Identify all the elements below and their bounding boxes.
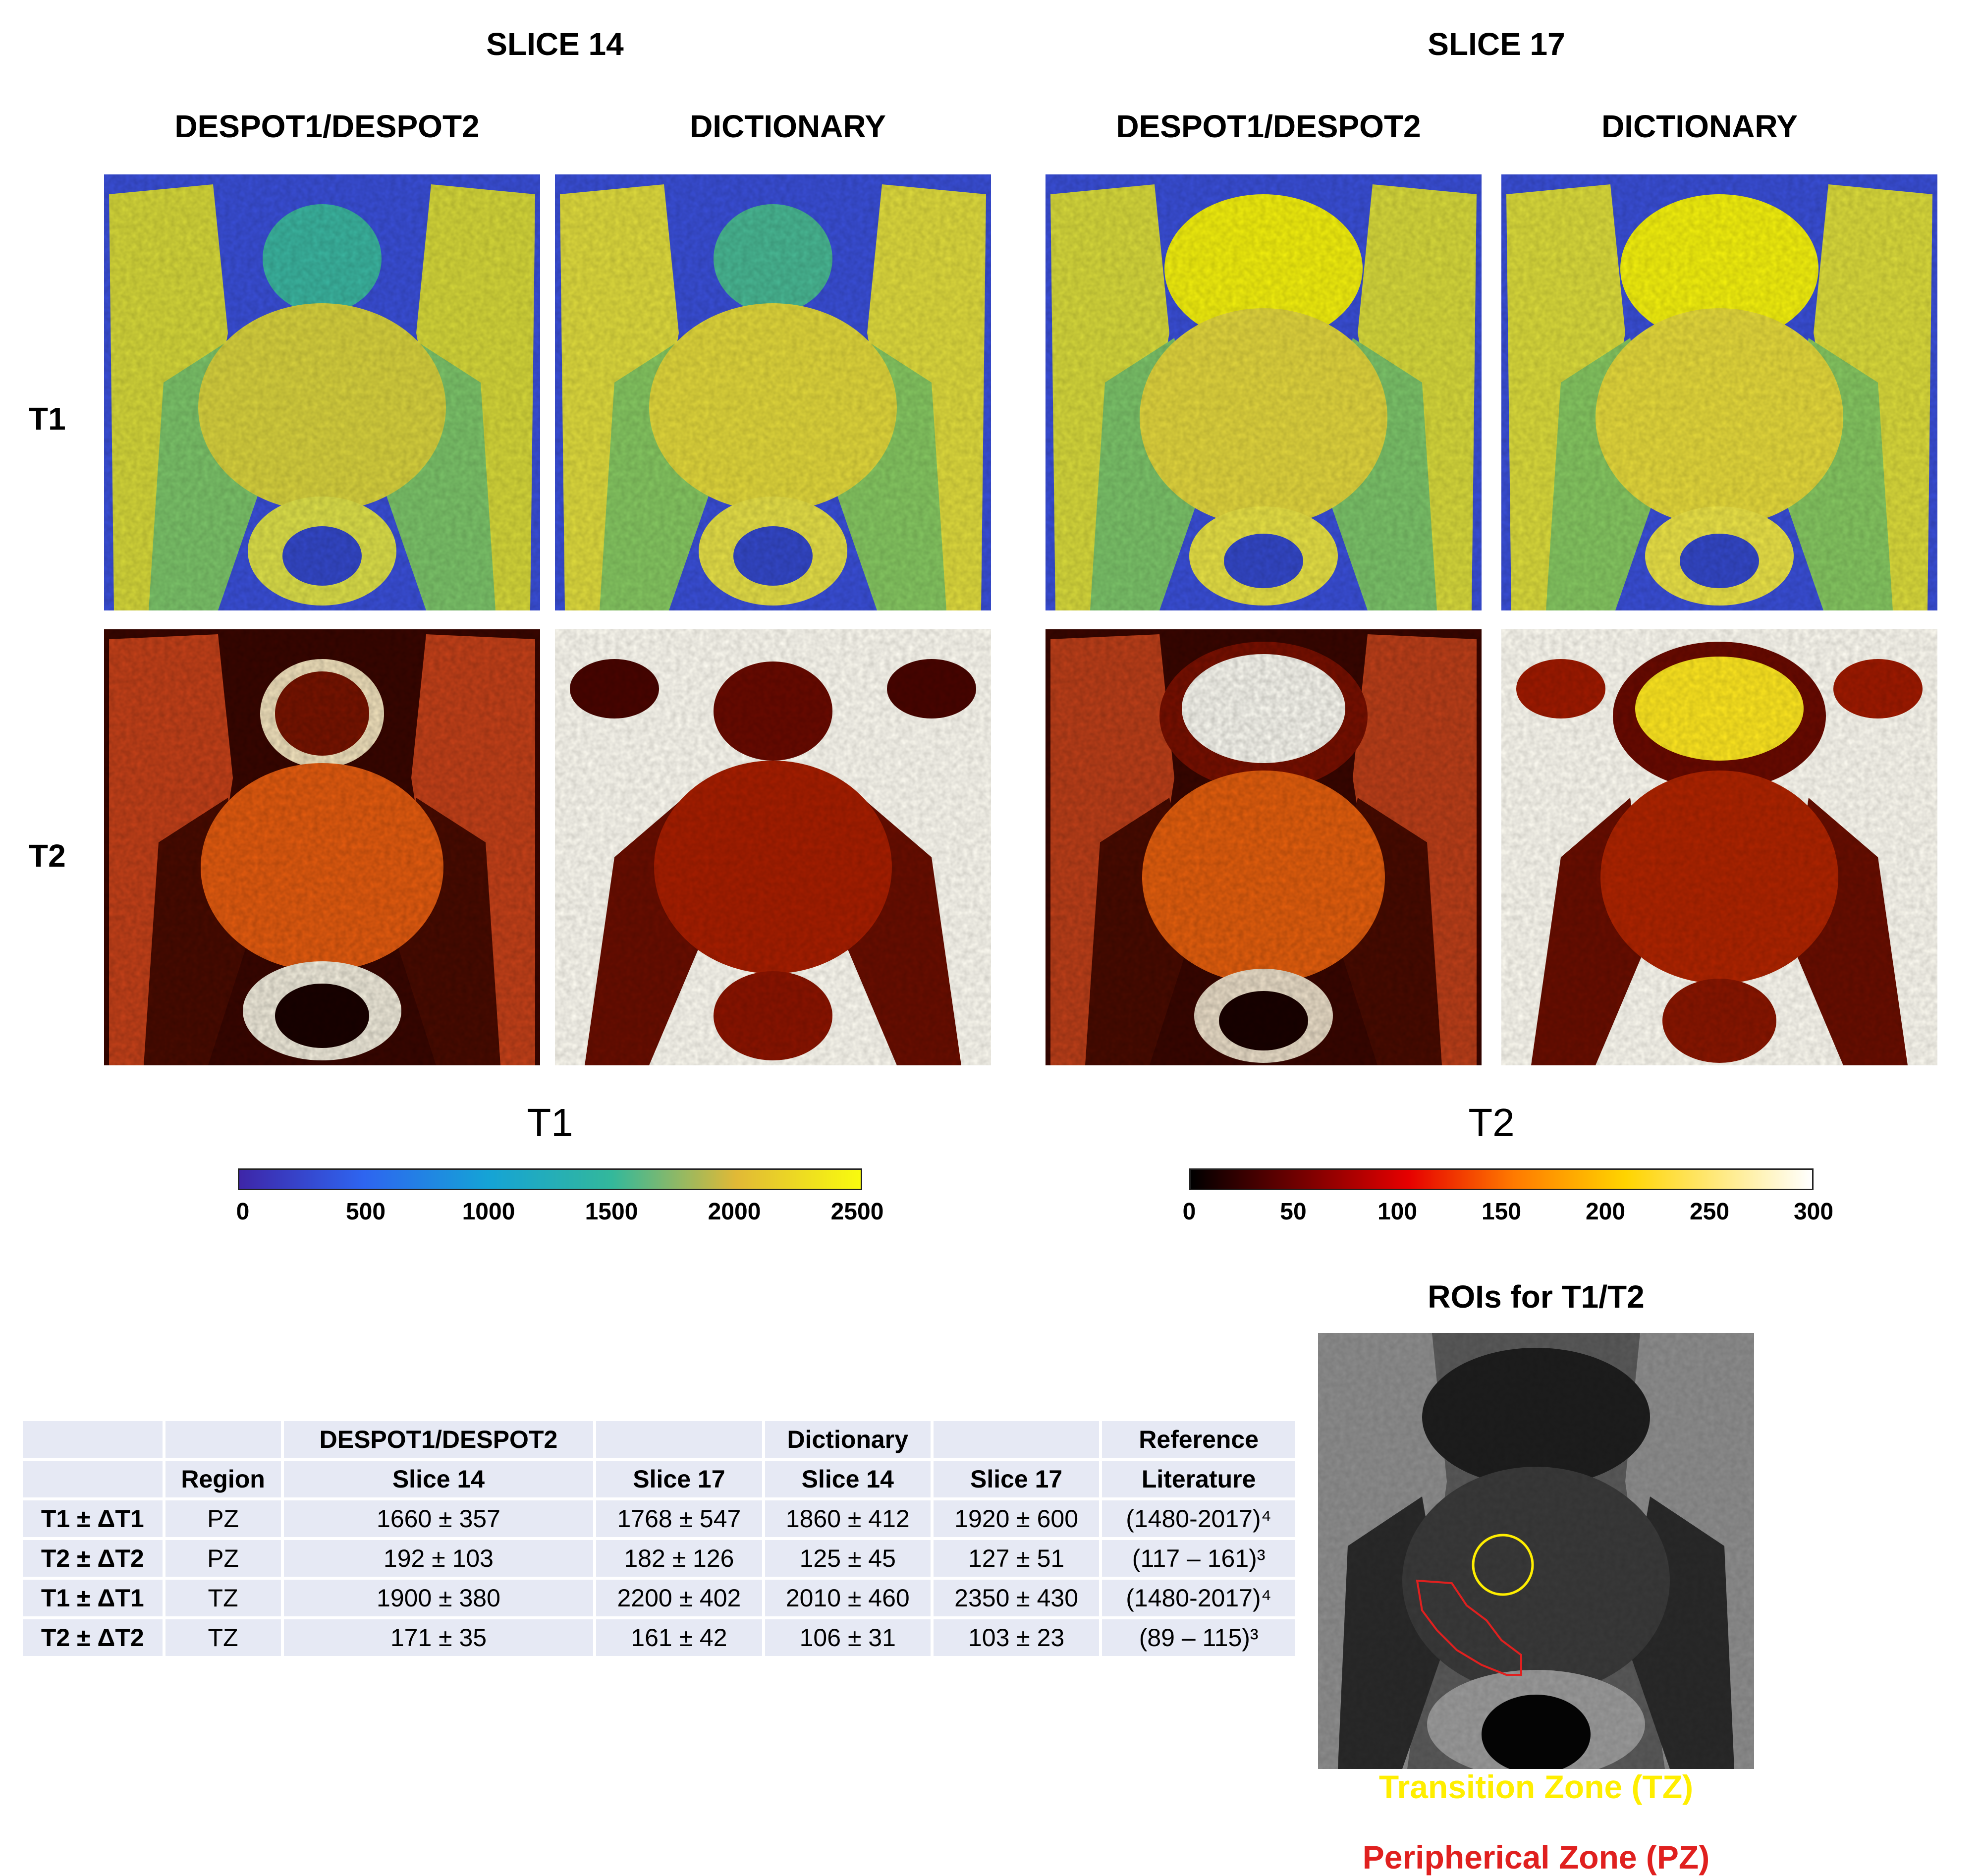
slice-17-title: SLICE 17	[1428, 26, 1565, 62]
table-cell: PZ	[165, 1540, 281, 1577]
t2-map-dictionary-slice14	[555, 629, 991, 1065]
table-cell: (1480-2017)⁴	[1102, 1500, 1295, 1537]
table-header-cell	[933, 1421, 1100, 1458]
t2-tick-label: 150	[1481, 1199, 1522, 1225]
t1-tick-label: 2500	[830, 1199, 884, 1225]
table-cell: (1480-2017)⁴	[1102, 1580, 1295, 1616]
table-cell: 1900 ± 380	[283, 1580, 594, 1616]
table-cell: PZ	[165, 1500, 281, 1537]
t1-tick-label: 0	[236, 1199, 250, 1225]
table-cell: 1768 ± 547	[596, 1500, 762, 1537]
table-cell: 192 ± 103	[283, 1540, 594, 1577]
table-cell: (89 – 115)³	[1102, 1619, 1295, 1656]
t1-map-image	[1046, 174, 1482, 610]
t1-map-dictionary-slice14	[555, 174, 991, 610]
t1-colorbar	[238, 1168, 862, 1190]
slice-14-title: SLICE 14	[486, 26, 624, 62]
row-label-t2: T2	[29, 838, 66, 874]
t2-map-despot-slice17	[1046, 629, 1482, 1065]
table-header-cell: DESPOT1/DESPOT2	[283, 1421, 594, 1458]
table-header-cell	[165, 1421, 281, 1458]
table-row: T1 ± ΔT1 PZ 1660 ± 357 1768 ± 547 1860 ±…	[23, 1500, 1295, 1537]
t2-tick-label: 250	[1689, 1199, 1730, 1225]
table-header-cell: Slice 14	[283, 1461, 594, 1497]
table-cell: 125 ± 45	[765, 1540, 931, 1577]
t1-map-image	[1501, 174, 1937, 610]
t2-tick-label: 200	[1585, 1199, 1626, 1225]
t1-map-image	[104, 174, 540, 610]
t1-map-despot-slice17	[1046, 174, 1482, 610]
t1-map-image	[555, 174, 991, 610]
roi-mri-image	[1318, 1333, 1754, 1769]
table-header-row-1: DESPOT1/DESPOT2 Dictionary Reference	[23, 1421, 1295, 1458]
t2-map-image	[104, 629, 540, 1065]
table-cell: 127 ± 51	[933, 1540, 1100, 1577]
table-cell: 1660 ± 357	[283, 1500, 594, 1537]
table-row: T2 ± ΔT2 TZ 171 ± 35 161 ± 42 106 ± 31 1…	[23, 1619, 1295, 1656]
t2-colorbar-title: T2	[1468, 1101, 1515, 1145]
row-label-t1: T1	[29, 401, 66, 437]
table-header-cell	[596, 1421, 762, 1458]
table-header-cell: Literature	[1102, 1461, 1295, 1497]
table-cell: (117 – 161)³	[1102, 1540, 1295, 1577]
table-row: T1 ± ΔT1 TZ 1900 ± 380 2200 ± 402 2010 ±…	[23, 1580, 1295, 1616]
tz-roi-marker	[1472, 1534, 1534, 1596]
results-table: DESPOT1/DESPOT2 Dictionary Reference Reg…	[20, 1418, 1298, 1659]
t2-map-dictionary-slice17	[1501, 629, 1937, 1065]
t2-map-despot-slice14	[104, 629, 540, 1065]
table-cell: T1 ± ΔT1	[23, 1500, 163, 1537]
roi-title: ROIs for T1/T2	[1428, 1279, 1645, 1315]
table-cell: 1920 ± 600	[933, 1500, 1100, 1537]
pz-legend: Peripherical Zone (PZ)	[1362, 1839, 1710, 1876]
t1-tick-label: 1500	[585, 1199, 638, 1225]
table-cell: 2200 ± 402	[596, 1580, 762, 1616]
table-header-cell: Reference	[1102, 1421, 1295, 1458]
table-cell: 2350 ± 430	[933, 1580, 1100, 1616]
t2-map-image	[1501, 629, 1937, 1065]
table-header-cell: Slice 14	[765, 1461, 931, 1497]
t2-tick-label: 100	[1377, 1199, 1418, 1225]
t2-map-image	[1046, 629, 1482, 1065]
t1-map-dictionary-slice17	[1501, 174, 1937, 610]
col-label-despot-14: DESPOT1/DESPOT2	[174, 109, 480, 144]
t2-colorbar	[1189, 1168, 1814, 1190]
col-label-dictionary-14: DICTIONARY	[690, 109, 886, 144]
t1-colorbar-title: T1	[527, 1101, 573, 1145]
t1-map-despot-slice14	[104, 174, 540, 610]
table-cell: 106 ± 31	[765, 1619, 931, 1656]
table-cell: T1 ± ΔT1	[23, 1580, 163, 1616]
table-header-cell: Slice 17	[596, 1461, 762, 1497]
table-header-cell	[23, 1421, 163, 1458]
table-row: T2 ± ΔT2 PZ 192 ± 103 182 ± 126 125 ± 45…	[23, 1540, 1295, 1577]
pz-roi-marker	[1416, 1579, 1522, 1676]
table-cell: 1860 ± 412	[765, 1500, 931, 1537]
table-cell: T2 ± ΔT2	[23, 1540, 163, 1577]
t2-tick-label: 0	[1182, 1199, 1196, 1225]
table-header-cell: Slice 17	[933, 1461, 1100, 1497]
table-header-cell	[23, 1461, 163, 1497]
col-label-dictionary-17: DICTIONARY	[1601, 109, 1798, 144]
table-cell: T2 ± ΔT2	[23, 1619, 163, 1656]
table-header-row-2: Region Slice 14 Slice 17 Slice 14 Slice …	[23, 1461, 1295, 1497]
t2-tick-label: 50	[1280, 1199, 1307, 1225]
t1-tick-label: 1000	[462, 1199, 515, 1225]
roi-image	[1318, 1333, 1754, 1769]
t1-tick-label: 2000	[708, 1199, 761, 1225]
table-cell: 161 ± 42	[596, 1619, 762, 1656]
table-header-cell: Dictionary	[765, 1421, 931, 1458]
tz-legend: Transition Zone (TZ)	[1378, 1768, 1694, 1805]
col-label-despot-17: DESPOT1/DESPOT2	[1116, 109, 1421, 144]
t1-tick-label: 500	[345, 1199, 386, 1225]
table-cell: TZ	[165, 1580, 281, 1616]
table-cell: 171 ± 35	[283, 1619, 594, 1656]
table-cell: 103 ± 23	[933, 1619, 1100, 1656]
t2-tick-label: 300	[1793, 1199, 1834, 1225]
t2-map-image	[555, 629, 991, 1065]
table-cell: TZ	[165, 1619, 281, 1656]
table-cell: 2010 ± 460	[765, 1580, 931, 1616]
table-cell: 182 ± 126	[596, 1540, 762, 1577]
table-header-cell: Region	[165, 1461, 281, 1497]
